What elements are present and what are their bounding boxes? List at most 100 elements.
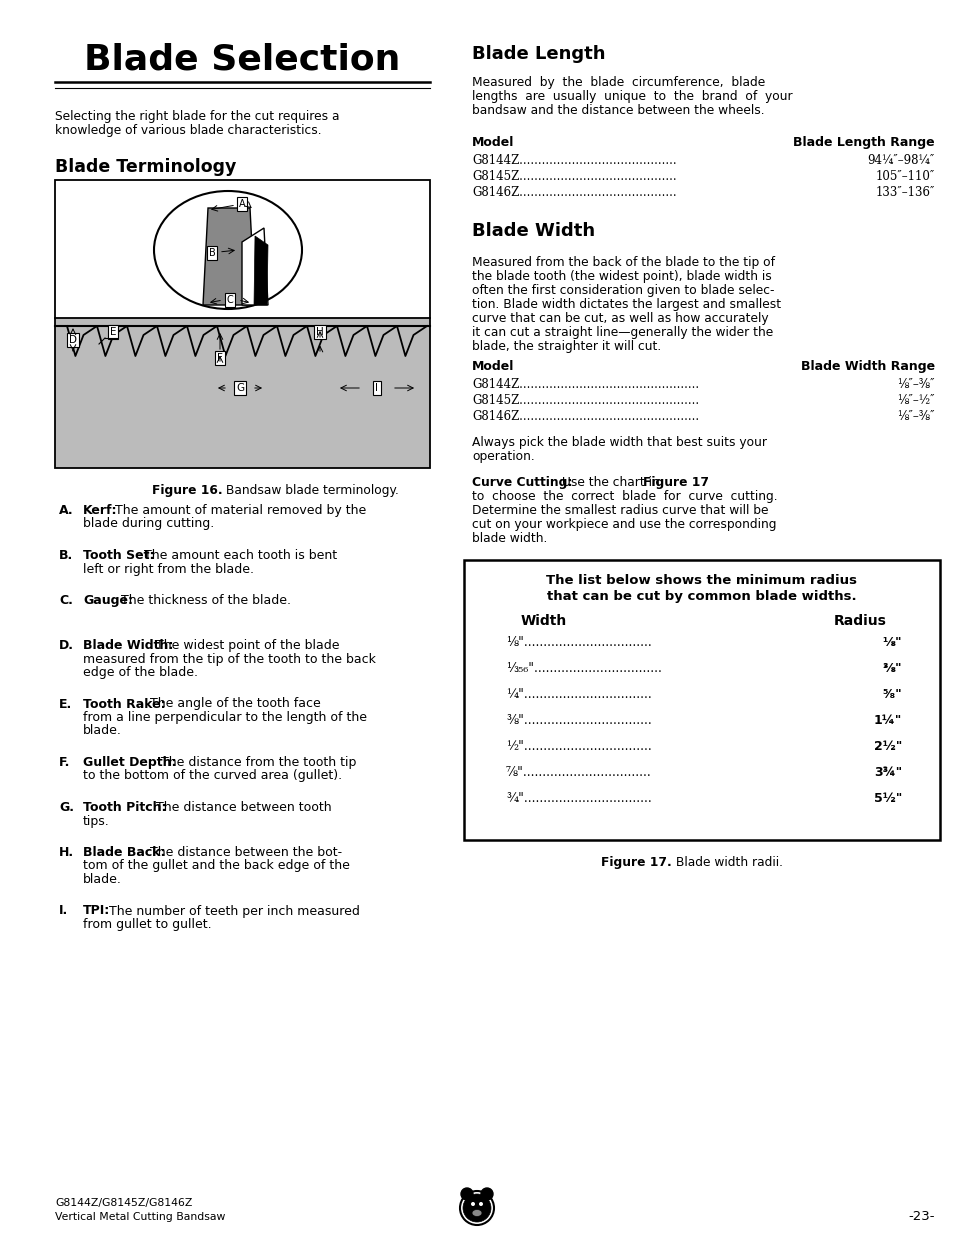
Text: blade.: blade.: [83, 873, 122, 885]
Text: Use the chart in: Use the chart in: [558, 475, 663, 489]
Text: Blade width radii.: Blade width radii.: [671, 856, 782, 869]
Text: left or right from the blade.: left or right from the blade.: [83, 562, 253, 576]
Text: Bandsaw blade terminology.: Bandsaw blade terminology.: [222, 484, 399, 496]
Text: F: F: [217, 353, 223, 363]
Text: ⅞".................................: ⅞".................................: [505, 766, 651, 779]
Bar: [56, 180, 429, 317]
Text: to the bottom of the curved area (gullet).: to the bottom of the curved area (gullet…: [83, 769, 342, 783]
Text: Figure 16.: Figure 16.: [152, 484, 222, 496]
Text: Blade Length: Blade Length: [472, 44, 605, 63]
Text: 105″–110″: 105″–110″: [875, 170, 934, 183]
Text: G8144Z..........................................: G8144Z..................................…: [472, 154, 676, 167]
Text: 2½": 2½": [873, 740, 901, 753]
Text: G8144Z/G8145Z/G8146Z: G8144Z/G8145Z/G8146Z: [55, 1198, 193, 1208]
Text: B.: B.: [59, 550, 73, 562]
Text: often the first consideration given to blade selec-: often the first consideration given to b…: [472, 284, 774, 296]
Text: ⅜".................................: ⅜".................................: [505, 714, 651, 727]
Text: Width: Width: [520, 614, 566, 629]
Text: Blade Back:: Blade Back:: [83, 846, 165, 860]
Text: ⅛".................................: ⅛".................................: [505, 636, 651, 650]
Circle shape: [462, 1194, 491, 1221]
Text: The widest point of the blade: The widest point of the blade: [155, 638, 338, 652]
Text: Figure 17.: Figure 17.: [600, 856, 671, 869]
Text: tips.: tips.: [83, 815, 110, 827]
Text: blade during cutting.: blade during cutting.: [83, 517, 214, 531]
Text: lengths  are  usually  unique  to  the  brand  of  your: lengths are usually unique to the brand …: [472, 90, 792, 103]
Text: ¼".................................: ¼".................................: [505, 688, 651, 701]
Text: Blade Terminology: Blade Terminology: [55, 158, 236, 177]
Text: The angle of the tooth face: The angle of the tooth face: [150, 698, 320, 710]
Ellipse shape: [153, 191, 302, 309]
Text: The amount each tooth is bent: The amount each tooth is bent: [144, 550, 336, 562]
Text: TPI:: TPI:: [83, 904, 111, 918]
Text: G8144Z................................................: G8144Z..................................…: [472, 378, 699, 391]
Text: I: I: [375, 383, 378, 393]
Text: Vertical Metal Cutting Bandsaw: Vertical Metal Cutting Bandsaw: [55, 1212, 225, 1221]
Text: ⅜": ⅜": [882, 662, 901, 676]
Text: ⅛″–⅜″: ⅛″–⅜″: [897, 410, 934, 424]
Text: Measured  by  the  blade  circumference,  blade: Measured by the blade circumference, bla…: [472, 77, 764, 89]
Text: Kerf:: Kerf:: [83, 504, 117, 517]
Text: 94¼″–98¼″: 94¼″–98¼″: [867, 154, 934, 167]
Text: ⅛": ⅛": [882, 636, 901, 650]
Text: Gullet Depth:: Gullet Depth:: [83, 756, 176, 769]
Text: The list below shows the minimum radius: The list below shows the minimum radius: [546, 574, 857, 587]
Text: A: A: [238, 199, 245, 209]
Text: edge of the blade.: edge of the blade.: [83, 666, 198, 679]
Text: F.: F.: [59, 756, 71, 769]
Bar: [463, 559, 939, 840]
Text: Blade Length Range: Blade Length Range: [793, 136, 934, 149]
Text: D: D: [69, 335, 77, 345]
Text: the blade tooth (the widest point), blade width is: the blade tooth (the widest point), blad…: [472, 270, 771, 283]
Polygon shape: [253, 236, 268, 305]
Text: The distance between tooth: The distance between tooth: [155, 802, 331, 814]
Text: ¾".................................: ¾".................................: [505, 792, 651, 805]
Text: G.: G.: [59, 802, 74, 814]
Text: G: G: [235, 383, 244, 393]
Circle shape: [459, 1191, 494, 1225]
Text: knowledge of various blade characteristics.: knowledge of various blade characteristi…: [55, 124, 321, 137]
Text: H: H: [315, 327, 323, 337]
Text: Curve Cutting:: Curve Cutting:: [472, 475, 572, 489]
Text: 1¼": 1¼": [873, 714, 901, 727]
Text: C.: C.: [59, 594, 72, 606]
Text: Blade Width: Blade Width: [472, 222, 595, 240]
Text: Determine the smallest radius curve that will be: Determine the smallest radius curve that…: [472, 504, 768, 517]
Text: ½".................................: ½".................................: [505, 740, 651, 753]
Text: cut on your workpiece and use the corresponding: cut on your workpiece and use the corres…: [472, 517, 776, 531]
Text: E: E: [110, 327, 116, 337]
Text: E.: E.: [59, 698, 72, 710]
Text: Blade Selection: Blade Selection: [84, 43, 400, 77]
Text: ⁵⁄₈": ⁵⁄₈": [882, 688, 901, 701]
Text: 5½": 5½": [873, 792, 901, 805]
Text: ⅓₅₆".................................: ⅓₅₆".................................: [505, 662, 661, 676]
Text: 3¾": 3¾": [873, 766, 901, 779]
Text: blade width.: blade width.: [472, 532, 547, 545]
Text: Measured from the back of the blade to the tip of: Measured from the back of the blade to t…: [472, 256, 774, 269]
Text: Tooth Pitch:: Tooth Pitch:: [83, 802, 167, 814]
Text: tion. Blade width dictates the largest and smallest: tion. Blade width dictates the largest a…: [472, 298, 781, 311]
Text: Model: Model: [472, 359, 514, 373]
Text: Always pick the blade width that best suits your: Always pick the blade width that best su…: [472, 436, 766, 450]
Text: to  choose  the  correct  blade  for  curve  cutting.: to choose the correct blade for curve cu…: [472, 490, 777, 503]
Text: Model: Model: [472, 136, 514, 149]
Text: The number of teeth per inch measured: The number of teeth per inch measured: [109, 904, 359, 918]
Text: curve that can be cut, as well as how accurately: curve that can be cut, as well as how ac…: [472, 312, 768, 325]
Text: Figure 17: Figure 17: [642, 475, 708, 489]
Text: 133″–136″: 133″–136″: [875, 186, 934, 199]
Text: bandsaw and the distance between the wheels.: bandsaw and the distance between the whe…: [472, 104, 763, 117]
Text: C: C: [227, 295, 233, 305]
Circle shape: [480, 1188, 493, 1200]
Text: tom of the gullet and the back edge of the: tom of the gullet and the back edge of t…: [83, 860, 350, 872]
Polygon shape: [203, 207, 254, 305]
Circle shape: [460, 1188, 473, 1200]
Text: I.: I.: [59, 904, 69, 918]
Text: G8145Z..........................................: G8145Z..................................…: [472, 170, 676, 183]
Text: Selecting the right blade for the cut requires a: Selecting the right blade for the cut re…: [55, 110, 339, 124]
Bar: [55, 317, 430, 468]
Bar: [55, 180, 430, 468]
Text: Blade Width:: Blade Width:: [83, 638, 173, 652]
Text: -23-: -23-: [907, 1210, 934, 1223]
Polygon shape: [242, 228, 268, 305]
Circle shape: [471, 1202, 475, 1207]
